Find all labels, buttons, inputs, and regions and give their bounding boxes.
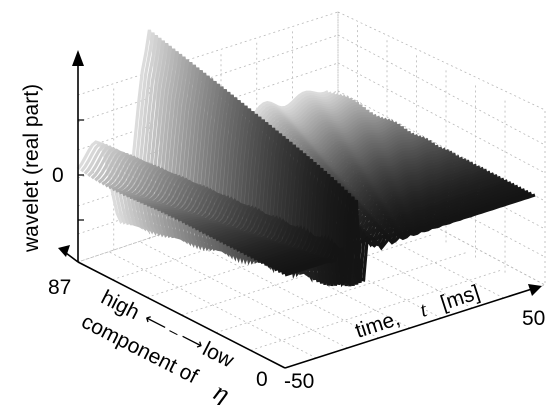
surface-strip: [281, 191, 533, 288]
surface-strip: [284, 193, 536, 286]
grid-line: [171, 231, 379, 339]
grid-line: [296, 191, 504, 299]
x-min-tick-label: -50: [284, 370, 314, 393]
y-label-component: component of: [78, 310, 202, 388]
surface-strip: [263, 179, 515, 286]
grid-line: [109, 251, 317, 359]
surface-strip: [256, 173, 508, 283]
surface-strip: [250, 167, 501, 283]
z-zero-tick-label: 0: [52, 164, 64, 187]
grid-line: [250, 269, 501, 351]
x-max-tick-label: 50: [522, 307, 545, 330]
surface-strip: [274, 188, 526, 286]
z-axis: [58, 50, 84, 263]
grid-line: [337, 118, 546, 230]
surface-strip: [260, 176, 512, 285]
y-label-low: low: [199, 338, 238, 373]
wavelet-surface: [76, 29, 536, 288]
z-axis-label: wavelet (real part): [20, 84, 43, 253]
surface-strip: [277, 189, 529, 286]
y-max-tick-label: 87: [48, 276, 71, 299]
grid-line: [77, 62, 339, 151]
grid-line: [337, 62, 546, 174]
grid-line: [337, 146, 546, 258]
x-axis: [284, 284, 542, 369]
grid-line: [77, 34, 339, 123]
grid-line: [215, 252, 467, 334]
surface-strip: [232, 153, 484, 274]
surface-strip: [253, 170, 505, 281]
y-axis: [77, 261, 286, 369]
grid-line: [337, 34, 546, 146]
y-label-eta: η: [209, 376, 235, 405]
y-min-tick-label: 0: [256, 368, 268, 391]
